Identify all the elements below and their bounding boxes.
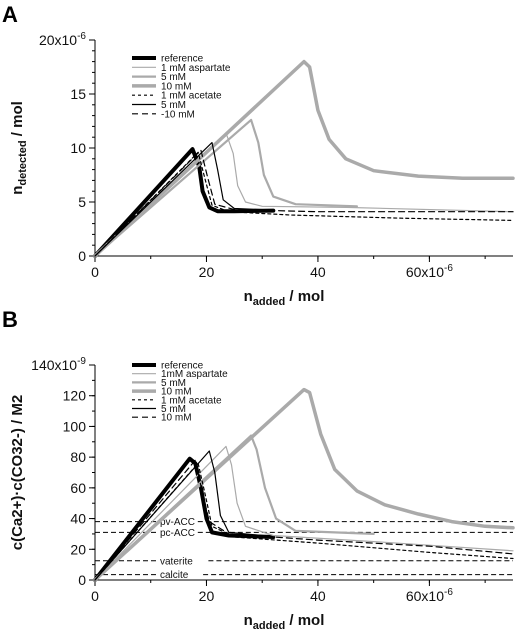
series-line <box>94 450 263 581</box>
x-axis-label-main: n <box>244 288 253 305</box>
y-tick-label: 40 <box>70 511 86 527</box>
y-tick-label-text: 20 <box>70 541 86 557</box>
y-axis-label: c(Ca2+)·c(CO32-) / M2 <box>9 395 26 550</box>
y-axis-label-main: n <box>9 186 26 195</box>
series-line <box>94 142 263 257</box>
legend-label: 5 mM <box>161 378 186 389</box>
y-tick-label: 20 <box>70 541 86 557</box>
x-axis-label-sub: added <box>253 620 285 632</box>
reference-line-label: pv-ACC <box>160 517 195 528</box>
y-tick-label: 15 <box>70 86 86 102</box>
y-tick-label: 100 <box>63 418 87 434</box>
legend-label: 1 mM acetate <box>161 395 222 406</box>
x-axis-label-unit: / mol <box>285 612 324 629</box>
series-line <box>94 462 514 581</box>
x-axis-label-sub: added <box>253 296 285 308</box>
series-line <box>94 151 514 257</box>
x-tick-label-text: 20 <box>199 264 215 280</box>
reference-line-label: vaterite <box>160 556 193 567</box>
panel-letter-b: B <box>2 307 18 332</box>
y-tick-label: 60 <box>70 480 86 496</box>
x-axis-label: nadded / mol <box>244 288 325 308</box>
y-tick-label-text: 0 <box>78 248 86 264</box>
x-tick-label-text: 0 <box>91 588 99 604</box>
panel-letter-a: A <box>2 2 18 27</box>
legend-label: 10 mM <box>161 413 192 424</box>
legend-label: reference <box>161 361 204 372</box>
y-tick-label-base: 140x10 <box>31 357 77 373</box>
legend-label: 5 mM <box>161 404 186 415</box>
x-tick-label-text: 20 <box>199 588 215 604</box>
x-axis-label: nadded / mol <box>244 612 325 632</box>
legend-label: -10 mM <box>161 109 195 120</box>
y-tick-label: 5 <box>78 194 86 210</box>
x-tick-label: 0 <box>91 264 99 280</box>
y-tick-label-exponent: -9 <box>77 356 86 367</box>
y-tick-label: 0 <box>78 248 86 264</box>
y-tick-label-text: 100 <box>63 418 87 434</box>
x-tick-label-base: 60x10 <box>406 588 444 604</box>
y-tick-label: 10 <box>70 140 86 156</box>
y-tick-label: 20x10-6 <box>39 31 86 48</box>
y-tick-label: 80 <box>70 449 86 465</box>
y-axis-label-unit: / mol <box>9 101 26 140</box>
x-tick-label: 0 <box>91 588 99 604</box>
y-tick-label-text: 10 <box>70 140 86 156</box>
series-line <box>93 147 276 258</box>
series-line <box>93 456 276 582</box>
series-line <box>93 59 515 258</box>
y-tick-label-text: 15 <box>70 86 86 102</box>
x-tick-label: 20 <box>199 588 215 604</box>
x-tick-label: 60x10-6 <box>406 263 453 280</box>
y-tick-label-text: 5 <box>78 194 86 210</box>
y-tick-label-text: 60 <box>70 480 86 496</box>
series-line <box>94 459 514 581</box>
panel-b-chart: 0 20 40 60 80 100 120 140x10-9 0 20 40 60x10-6 nadde… <box>9 356 515 632</box>
series-line <box>94 445 514 581</box>
y-tick-label: 120 <box>63 388 87 404</box>
x-tick-label-exponent: -6 <box>444 263 453 274</box>
reference-line-label: calcite <box>160 570 189 581</box>
legend-label: 10 mM <box>161 81 192 92</box>
y-axis-label: ndetected / mol <box>9 101 29 195</box>
y-tick-label-text: 120 <box>63 388 87 404</box>
x-tick-label-base: 60x10 <box>406 264 444 280</box>
series-line <box>94 149 514 257</box>
x-axis-label-unit: / mol <box>285 288 324 305</box>
legend-label: 1mM aspartate <box>161 369 228 380</box>
legend-label: 5 mM <box>161 100 186 111</box>
y-tick-label: 0 <box>78 572 86 588</box>
series-line <box>94 132 514 257</box>
y-axis-label-sub: detected <box>17 140 29 185</box>
legend-label: 1 mM aspartate <box>161 63 231 74</box>
legend-label: reference <box>161 54 204 65</box>
series-line <box>93 434 375 582</box>
reference-line-label: pc-ACC <box>160 528 195 539</box>
x-tick-label-text: 40 <box>310 588 326 604</box>
legend-label: 10 mM <box>161 387 192 398</box>
y-tick-label: 140x10-9 <box>31 356 86 373</box>
x-tick-label-text: 40 <box>310 264 326 280</box>
legend-label: 5 mM <box>161 72 186 83</box>
x-tick-label: 20 <box>199 264 215 280</box>
x-axis-label-main: n <box>244 612 253 629</box>
x-tick-label: 40 <box>310 264 326 280</box>
legend-label: 1 mM acetate <box>161 91 222 102</box>
y-tick-label-base: 20x10 <box>39 32 77 48</box>
x-tick-label-text: 0 <box>91 264 99 280</box>
y-tick-label-exponent: -6 <box>77 31 86 42</box>
y-tick-label-text: 0 <box>78 572 86 588</box>
x-tick-label: 60x10-6 <box>406 587 453 604</box>
x-tick-label-exponent: -6 <box>444 587 453 598</box>
y-tick-label-text: 40 <box>70 511 86 527</box>
series-line <box>93 387 515 582</box>
x-tick-label: 40 <box>310 588 326 604</box>
y-tick-label-text: 80 <box>70 449 86 465</box>
series-line <box>93 118 358 258</box>
